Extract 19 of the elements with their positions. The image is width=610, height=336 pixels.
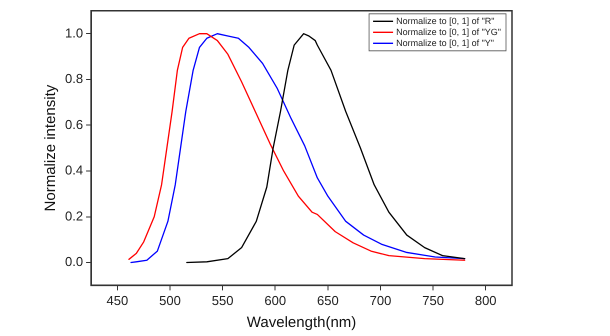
legend-label: Normalize to [0, 1] of "YG"	[396, 26, 502, 37]
x-axis-title: Wavelength(nm)	[246, 314, 356, 332]
y-tick-label: 0.0	[64, 254, 84, 270]
y-tick-label: 0.4	[64, 162, 84, 178]
y-tick-label: 0.6	[64, 116, 84, 132]
x-tick-label: 800	[474, 292, 497, 308]
y-tick-label: 0.8	[64, 71, 84, 86]
y-tick-label: 1.0	[64, 25, 84, 40]
y-axis-title: Normalize intensity	[42, 84, 60, 212]
x-tick-label: 500	[159, 292, 181, 308]
x-tick-label: 450	[106, 292, 128, 308]
legend-label: Normalize to [0, 1] of "R"	[396, 16, 495, 26]
x-tick-label: 600	[264, 292, 286, 308]
x-tick-label: 750	[422, 292, 444, 308]
x-tick-label: 550	[212, 292, 234, 308]
y-tick-label: 0.2	[64, 208, 84, 224]
legend-label: Normalize to [0, 1] of "Y"	[396, 38, 494, 48]
x-tick-label: 650	[316, 292, 339, 308]
x-tick-label: 700	[370, 292, 392, 308]
